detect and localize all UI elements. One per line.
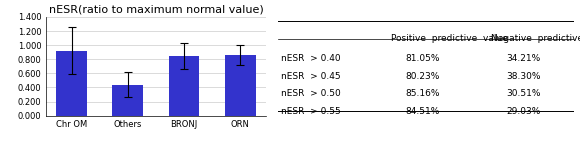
Text: 81.05%: 81.05%: [405, 54, 440, 63]
Text: Negative  predictive  value: Negative predictive value: [491, 34, 580, 43]
Text: 30.51%: 30.51%: [506, 89, 541, 98]
Title: nESR(ratio to maximum normal value): nESR(ratio to maximum normal value): [49, 5, 263, 15]
Text: 29.03%: 29.03%: [506, 107, 541, 116]
Text: nESR  > 0.55: nESR > 0.55: [281, 107, 341, 116]
Text: nESR  > 0.40: nESR > 0.40: [281, 54, 341, 63]
Bar: [56, 51, 87, 116]
Bar: [169, 56, 200, 116]
Text: nESR  > 0.50: nESR > 0.50: [281, 89, 341, 98]
Text: Positive  predictive  value: Positive predictive value: [391, 34, 508, 43]
Text: 80.23%: 80.23%: [405, 72, 440, 81]
Bar: [113, 85, 143, 116]
Text: nESR  > 0.45: nESR > 0.45: [281, 72, 341, 81]
Bar: [224, 55, 256, 116]
Text: 85.16%: 85.16%: [405, 89, 440, 98]
Text: 84.51%: 84.51%: [405, 107, 440, 116]
Text: 38.30%: 38.30%: [506, 72, 541, 81]
Text: 34.21%: 34.21%: [506, 54, 541, 63]
